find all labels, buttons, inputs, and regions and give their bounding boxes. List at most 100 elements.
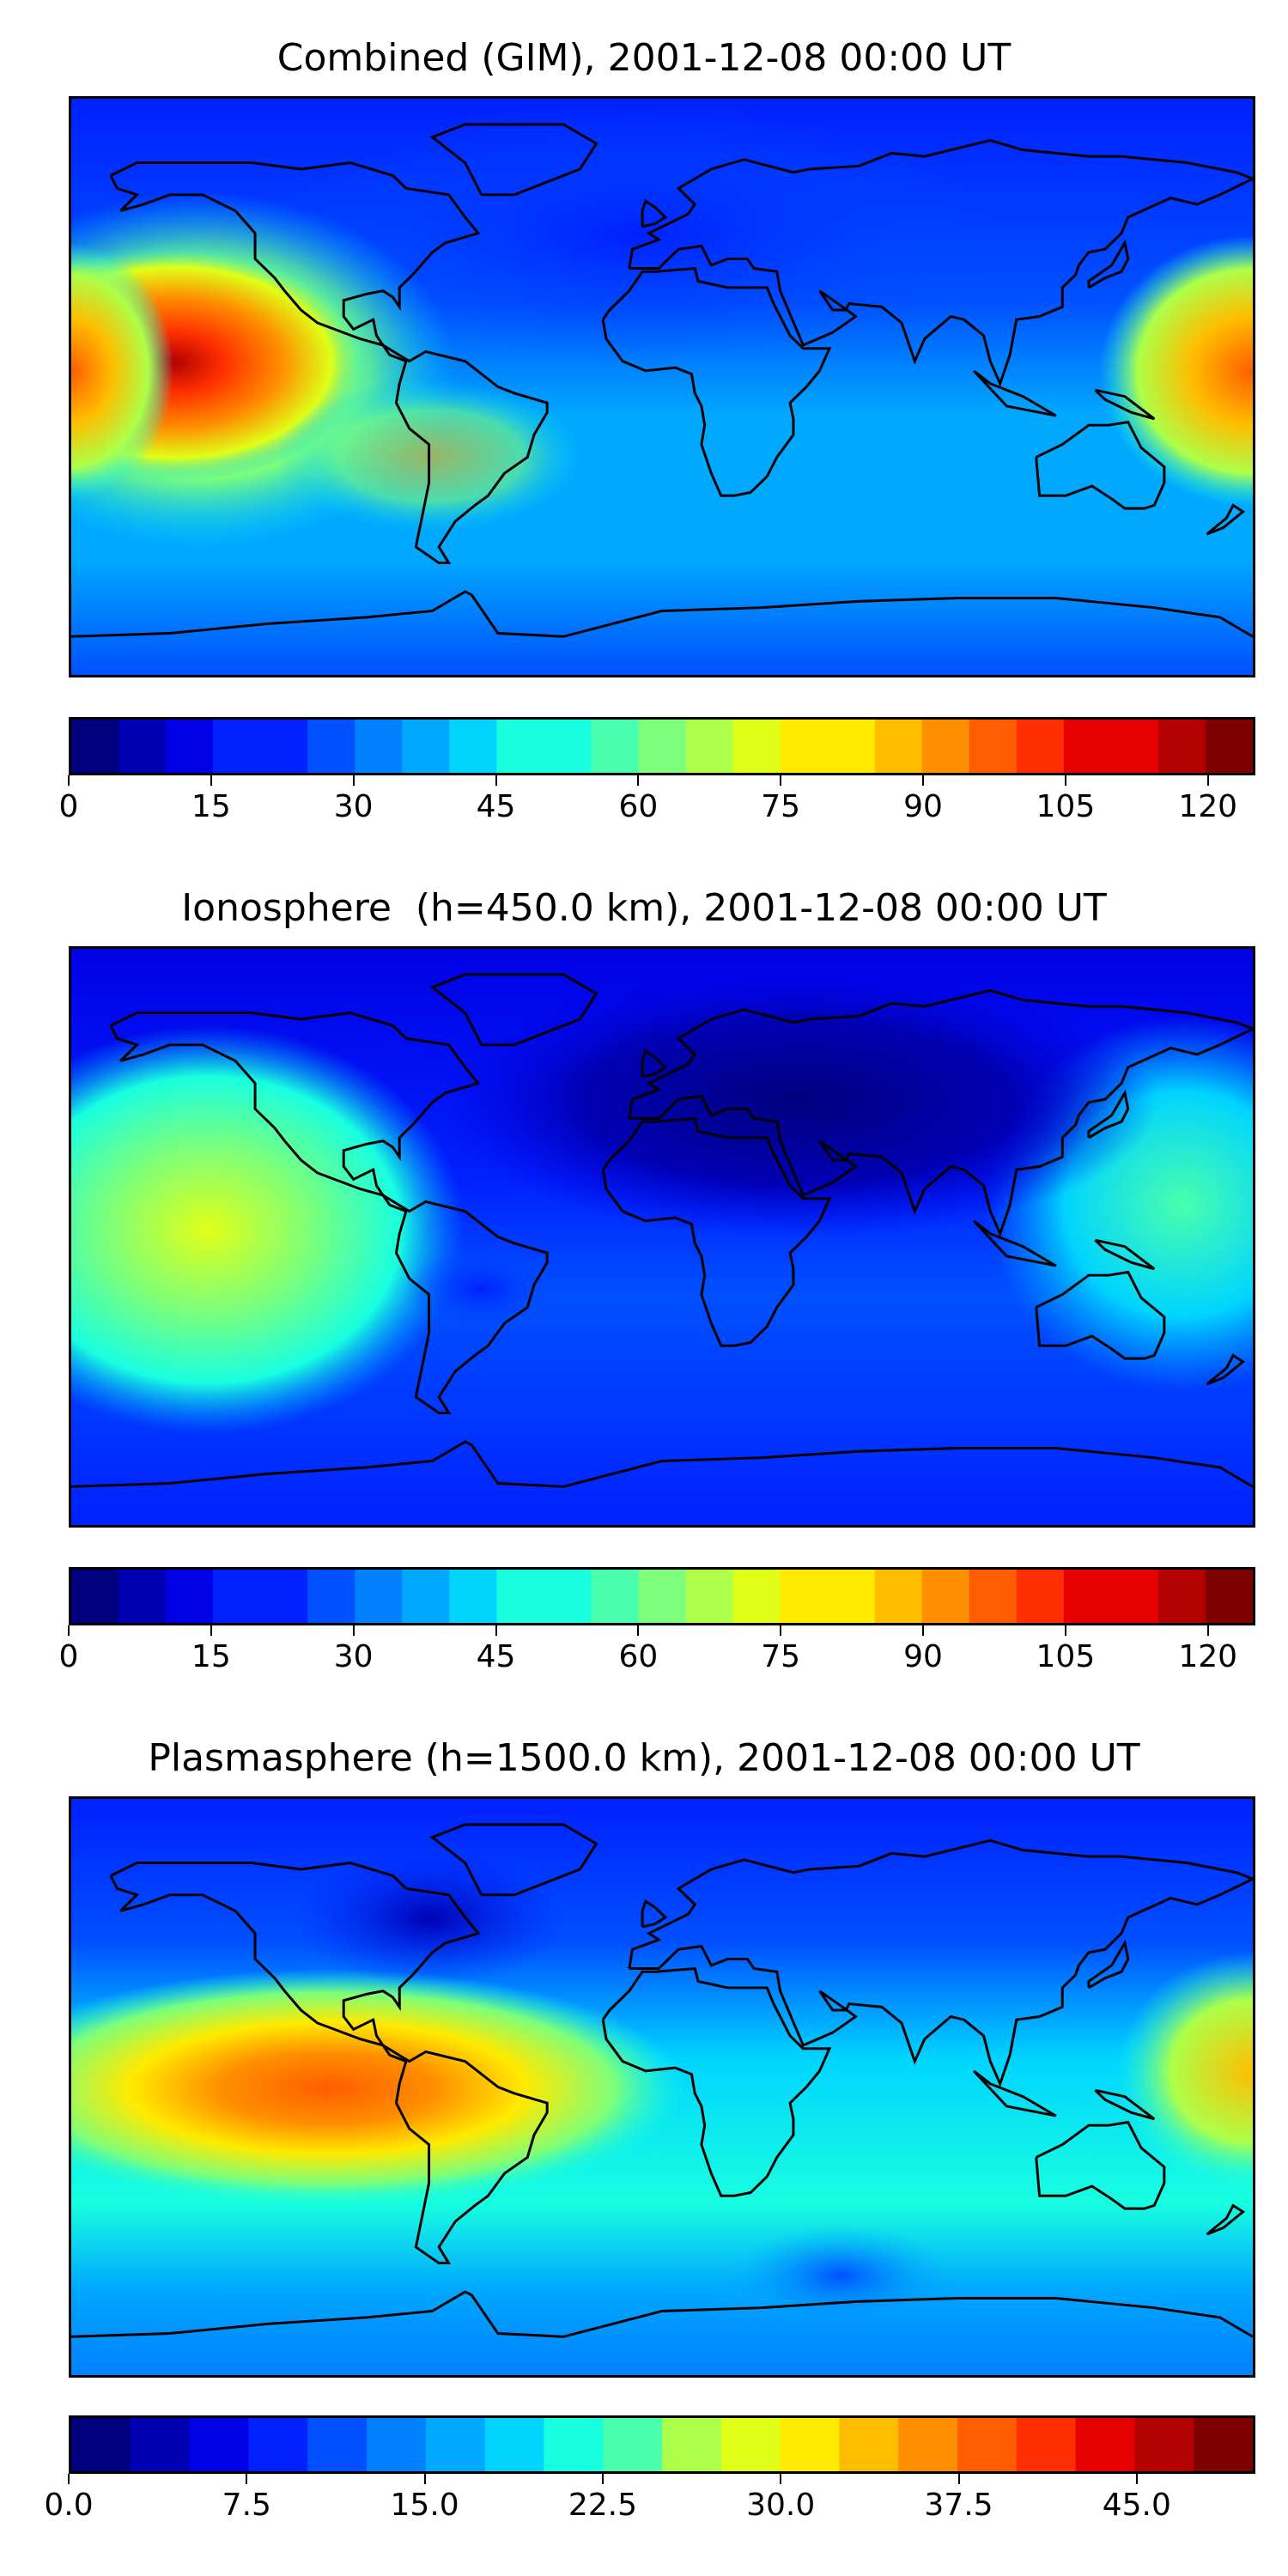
colorbar-tick-label: 30.0 [746,2488,816,2523]
coastline [71,590,1253,638]
colorbar-bin [827,720,876,773]
colorbar [69,2415,1255,2474]
coastline [1094,388,1156,421]
coastline [71,2290,1253,2338]
coastline [601,1966,832,2197]
colorbar-bin [307,2418,368,2471]
colorbar-bin [921,720,970,773]
colorbar-bin [355,1570,404,1623]
colorbar-bin [874,1570,923,1623]
colorbar-bin [355,720,404,773]
colorbar-tick-label: 0 [58,1639,79,1674]
colorbar-bin [780,1570,829,1623]
coastline [1035,2120,1166,2210]
colorbar-bin [367,2418,427,2471]
colorbar-tick-label: 75 [761,789,801,824]
colorbar-tick-label: 90 [903,789,943,824]
colorbar-tick [1064,1625,1066,1636]
colorbar-bin [402,1570,451,1623]
colorbar-tick [780,2474,782,2484]
coastline [1035,1270,1166,1360]
colorbar-tick [637,775,640,786]
colorbar-bin [685,720,734,773]
coastlines [71,1823,1253,2338]
colorbar-bin [898,2418,958,2471]
coastlines [71,123,1253,638]
coastline [1206,503,1246,536]
coastline [71,1440,1253,1488]
colorbar-bin [544,2418,605,2471]
coastline [1087,1089,1130,1139]
colorbar-bin [1110,1570,1159,1623]
coastline [1094,2088,1156,2121]
colorbar-bin [921,1570,970,1623]
colorbar-tick-label: 105 [1036,1639,1096,1674]
colorbar-bin [213,1570,262,1623]
colorbar-bin [603,2418,663,2471]
colorbar-bin [496,720,545,773]
colorbar-tick [68,1625,70,1636]
colorbar-bin [1157,1570,1206,1623]
colorbar-bin [118,720,167,773]
panel-title: Ionosphere (h=450.0 km), 2001-12-08 00:0… [181,886,1107,930]
colorbar-tick [1064,775,1066,786]
colorbar-bin [969,1570,1018,1623]
colorbar-bin [130,2418,191,2471]
colorbar-bin [1016,720,1065,773]
colorbar-bin [1134,2418,1195,2471]
heatmap-map [69,946,1255,1528]
colorbar-tick [423,2474,426,2484]
colorbar-tick-label: 120 [1178,1639,1238,1674]
coastline [1094,1238,1156,1271]
coastline [109,1012,549,1415]
colorbar-tick-label: 45 [476,1639,516,1674]
colorbar-bin [307,720,356,773]
colorbar-tick-label: 30 [333,1639,374,1674]
colorbar-bin [839,2418,900,2471]
coastlines [71,973,1253,1488]
colorbar-bin [827,1570,876,1623]
colorbar-bin [969,720,1018,773]
colorbar-bin [425,2418,486,2471]
colorbar-bin [496,1570,545,1623]
coastline [641,1899,668,1929]
colorbar-tick-label: 45.0 [1102,2488,1171,2523]
colorbar-tick-label: 45 [476,789,516,824]
heatmap-map [69,96,1255,677]
colorbar-svg [71,2418,1253,2471]
coastline [109,1862,549,2265]
colorbar-tick [68,2474,70,2484]
colorbar-bin [248,2418,309,2471]
colorbar-bin [1205,720,1253,773]
colorbar-tick [922,775,925,786]
colorbar-tick [68,775,70,786]
coastline [641,199,668,228]
coastline [973,2069,1057,2117]
colorbar-tick [1206,1625,1209,1636]
colorbar-bin [1063,1570,1112,1623]
colorbar-bin [449,1570,498,1623]
colorbar-bin [484,2418,545,2471]
colorbar-bin [780,720,829,773]
colorbar-tick [352,775,355,786]
colorbar-bin [591,720,640,773]
colorbar [69,1567,1255,1625]
map-svg [71,99,1253,675]
colorbar-tick-label: 0.0 [44,2488,94,2523]
colorbar-bin [71,720,120,773]
coastline [429,973,598,1047]
coastline [601,266,832,497]
colorbar-bin [720,2418,781,2471]
coastline [973,369,1057,417]
panel-title: Combined (GIM), 2001-12-08 00:00 UT [276,36,1012,80]
colorbar-tick [637,1625,640,1636]
colorbar-tick [210,1625,212,1636]
colorbar-bin [189,2418,250,2471]
colorbar-tick [246,2474,248,2484]
colorbar-tick-label: 15 [191,1639,231,1674]
coastline [601,1116,832,1347]
colorbar-bin [662,2418,722,2471]
colorbar-tick [495,775,497,786]
colorbar-tick-label: 60 [618,1639,659,1674]
coastline [429,1823,598,1897]
